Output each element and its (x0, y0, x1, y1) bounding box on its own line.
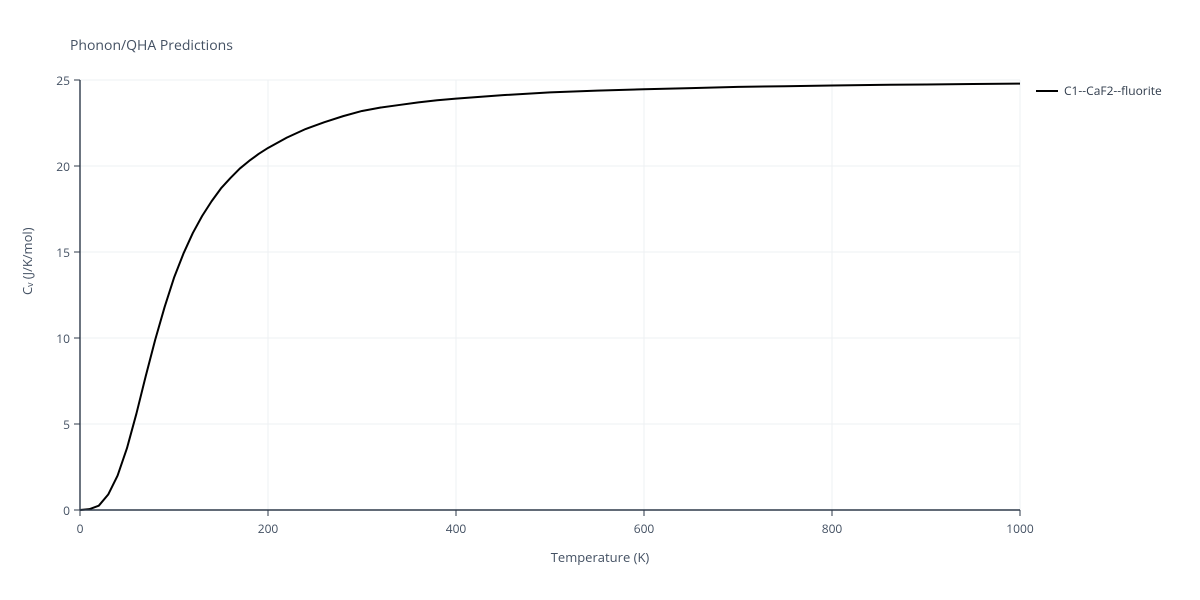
x-tick-label: 200 (248, 520, 288, 537)
legend: C1--CaF2--fluorite (1036, 82, 1162, 99)
y-tick-label: 0 (63, 502, 70, 519)
x-tick-label: 1000 (1000, 520, 1040, 537)
y-tick-label: 5 (63, 416, 70, 433)
y-axis-label: Cᵥ (J/K/mol) (18, 227, 36, 295)
x-tick-label: 0 (60, 520, 100, 537)
y-tick-label: 25 (56, 72, 70, 89)
y-tick-label: 15 (56, 244, 70, 261)
y-tick-label: 10 (56, 330, 70, 347)
chart-plot-area (0, 0, 1200, 600)
legend-series-label: C1--CaF2--fluorite (1064, 82, 1162, 99)
x-tick-label: 800 (812, 520, 852, 537)
x-tick-label: 400 (436, 520, 476, 537)
x-axis-label: Temperature (K) (0, 548, 1200, 566)
y-tick-label: 20 (56, 158, 70, 175)
chart-title: Phonon/QHA Predictions (70, 36, 233, 55)
legend-swatch (1036, 90, 1058, 92)
x-tick-label: 600 (624, 520, 664, 537)
